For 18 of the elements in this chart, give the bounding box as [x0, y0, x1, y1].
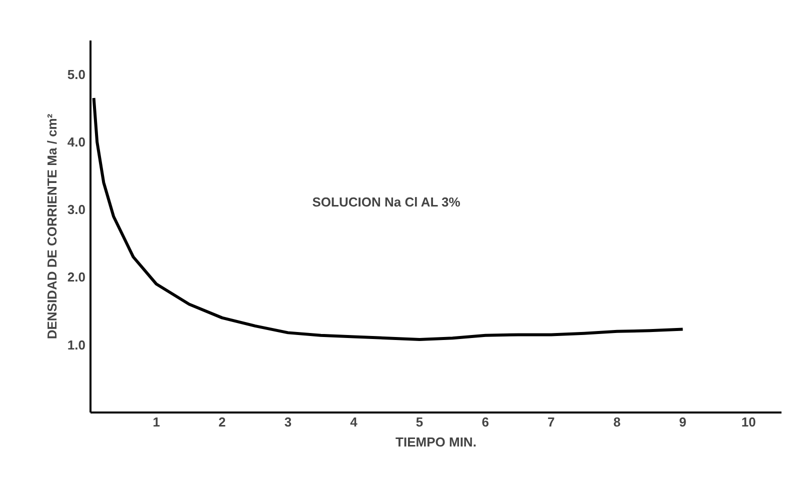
x-tick-label: 7	[548, 414, 555, 430]
x-tick-label: 2	[218, 414, 226, 430]
x-tick-label: 10	[741, 414, 756, 430]
y-tick-label: 2.0	[67, 270, 86, 285]
x-tick-label: 6	[482, 414, 489, 430]
x-tick-label: 8	[613, 414, 621, 430]
y-tick-label: 5.0	[67, 66, 86, 82]
x-tick-label: 9	[679, 414, 686, 430]
annotation: SOLUCION Na Cl AL 3%	[312, 194, 461, 210]
x-axis-title: TIEMPO MIN.	[396, 434, 476, 450]
y-axis-title: DENSIDAD DE CORRIENTE Ma / cm²	[44, 113, 60, 340]
y-tick-label: 1.0	[67, 337, 86, 352]
x-tick-label: 3	[284, 414, 292, 430]
x-tick-label: 1	[152, 414, 160, 430]
y-tick-label: 3.0	[67, 202, 86, 218]
y-tick-label: 4.0	[67, 134, 86, 150]
x-tick-label: 5	[416, 414, 424, 430]
x-tick-label: 4	[350, 414, 358, 430]
